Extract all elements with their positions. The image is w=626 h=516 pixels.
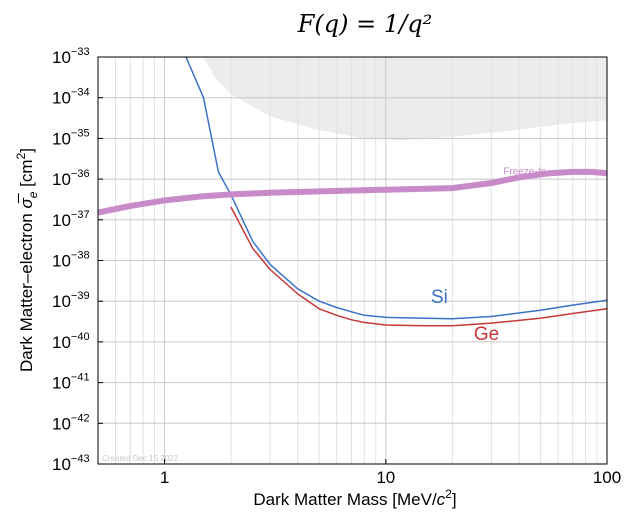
x-tick-label: 10 bbox=[376, 468, 395, 487]
x-axis-label: Dark Matter Mass [MeV/c2] bbox=[253, 487, 456, 509]
label-freeze-in: Freeze-In bbox=[503, 166, 546, 177]
series-line-ge bbox=[230, 206, 607, 327]
label-ge: Ge bbox=[474, 324, 499, 345]
y-tick-label: 10−37 bbox=[52, 209, 90, 230]
chart-title: F(q) = 1/q² bbox=[297, 10, 432, 38]
created-date-watermark: Created Dec 15 2022 bbox=[102, 454, 179, 463]
label-si: Si bbox=[431, 287, 448, 308]
y-tick-label: 10−41 bbox=[52, 372, 90, 393]
y-tick-label: 10−35 bbox=[52, 127, 90, 148]
y-tick-label: 10−33 bbox=[52, 46, 90, 67]
y-tick-label: 10−40 bbox=[52, 331, 90, 352]
y-tick-label: 10−36 bbox=[52, 168, 90, 189]
y-tick-label: 10−39 bbox=[52, 290, 90, 311]
series-line-si bbox=[185, 57, 607, 320]
y-tick-label: 10−43 bbox=[52, 453, 90, 474]
x-tick-label: 100 bbox=[593, 468, 621, 487]
y-axis-label: Dark Matter–electron σ̅e [cm2] bbox=[14, 148, 40, 372]
y-tick-label: 10−34 bbox=[52, 87, 90, 108]
y-tick-label: 10−38 bbox=[52, 250, 90, 271]
y-tick-label: 10−42 bbox=[52, 412, 90, 433]
excluded-region bbox=[203, 57, 607, 141]
x-tick-label: 1 bbox=[160, 468, 169, 487]
series-line-freeze-in bbox=[98, 168, 607, 216]
